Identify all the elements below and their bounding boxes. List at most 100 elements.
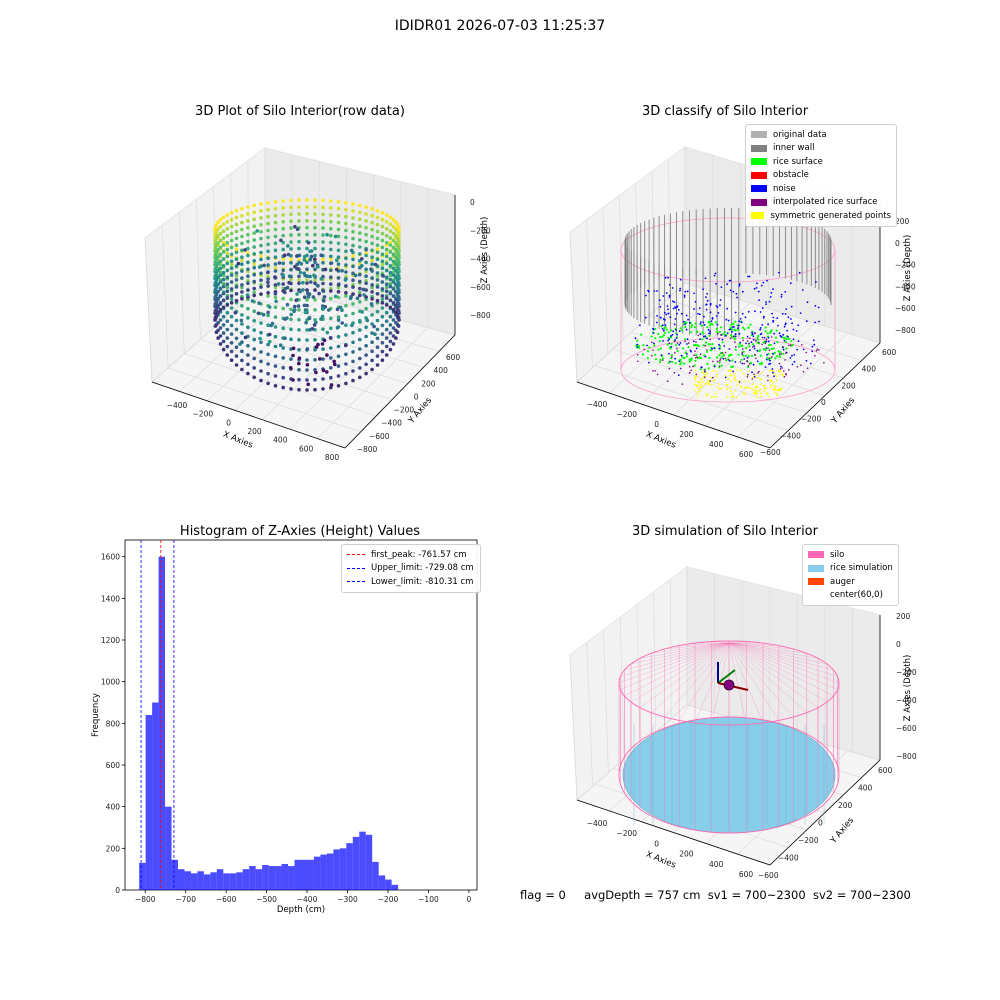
raw-point xyxy=(283,286,288,291)
classify-symmetric-point xyxy=(697,392,700,395)
raw-point xyxy=(229,273,234,277)
raw-point xyxy=(380,280,385,284)
raw-point xyxy=(380,238,385,243)
raw-point xyxy=(313,338,317,342)
raw-point xyxy=(344,291,348,295)
classify-rice-point xyxy=(699,368,702,371)
raw-point xyxy=(288,366,293,370)
classify-symmetric-point xyxy=(701,377,704,380)
raw-point xyxy=(234,250,239,255)
raw-point xyxy=(218,217,223,222)
raw-point xyxy=(306,240,311,245)
raw-point xyxy=(391,266,396,271)
raw-point xyxy=(358,252,362,256)
raw-point xyxy=(221,222,226,226)
raw-point xyxy=(351,340,355,345)
raw-point xyxy=(388,305,393,310)
raw-point xyxy=(291,346,296,351)
raw-point xyxy=(297,308,301,312)
classify-symmetric-point xyxy=(712,370,715,372)
raw-point xyxy=(305,328,309,332)
raw-point xyxy=(287,274,292,279)
raw-y-tick-label: 600 xyxy=(446,353,461,362)
raw-point xyxy=(305,260,309,265)
classify-rice-point xyxy=(688,360,691,363)
raw-point xyxy=(234,363,239,367)
raw-point xyxy=(321,219,325,223)
classify-symmetric-point xyxy=(740,385,743,388)
classify-axis-line xyxy=(769,342,881,449)
raw-point xyxy=(234,229,239,234)
raw-point xyxy=(318,357,322,361)
raw-point xyxy=(262,263,266,268)
raw-point xyxy=(297,258,301,262)
raw-point xyxy=(394,336,398,340)
raw-point xyxy=(313,267,317,272)
classify-rice-point xyxy=(679,327,682,330)
avg-depth-text: avgDepth = 757 cm xyxy=(584,888,701,902)
raw-point xyxy=(308,257,313,261)
raw-point xyxy=(297,356,302,361)
classify-symmetric-point xyxy=(773,384,776,387)
classify-symmetric-point xyxy=(716,376,718,378)
raw-point xyxy=(234,274,239,278)
raw-point xyxy=(252,245,256,249)
raw-point xyxy=(325,353,329,357)
raw-point xyxy=(344,270,348,274)
raw-point xyxy=(391,273,396,277)
classify-symmetric-point xyxy=(768,395,770,398)
raw-point xyxy=(388,270,393,275)
raw-point xyxy=(394,220,398,224)
classify-symmetric-point xyxy=(704,383,707,385)
raw-point xyxy=(329,268,333,273)
classify-rice-point xyxy=(684,325,687,329)
raw-point xyxy=(364,205,368,209)
raw-point xyxy=(273,266,278,270)
raw-x-tick-label: 800 xyxy=(325,453,340,462)
raw-point xyxy=(364,281,368,286)
classify-rice-point xyxy=(666,343,669,346)
raw-point xyxy=(274,299,278,304)
sim-x-tick-label: 0 xyxy=(654,839,659,848)
raw-point xyxy=(325,370,329,374)
classify-symmetric-point xyxy=(776,393,778,395)
classify-rice-point xyxy=(791,343,794,347)
raw-point xyxy=(388,284,393,289)
raw-point xyxy=(229,245,234,250)
classify-rice-point xyxy=(646,350,650,353)
classify-rice-point xyxy=(700,324,703,327)
classify-symmetric-point xyxy=(710,383,713,386)
classify-rice-point xyxy=(661,335,664,338)
legend-label: center(60,0) xyxy=(830,590,883,601)
classify-symmetric-point xyxy=(715,396,718,398)
raw-point xyxy=(221,339,226,344)
raw-point xyxy=(380,259,385,264)
raw-point xyxy=(375,285,380,289)
raw-point xyxy=(325,330,330,335)
raw-point xyxy=(266,362,270,366)
classify-rice-point xyxy=(720,364,724,367)
raw-point xyxy=(305,347,310,351)
raw-point xyxy=(321,205,325,210)
classify-symmetric-point xyxy=(757,377,759,379)
raw-point xyxy=(291,353,295,358)
classify-symmetric-point xyxy=(759,383,762,386)
raw-point xyxy=(328,336,333,340)
raw-point xyxy=(297,338,301,342)
raw-point xyxy=(369,267,373,272)
raw-point xyxy=(283,290,287,295)
classify-rice-point xyxy=(742,354,745,357)
raw-point xyxy=(336,234,341,239)
classify-symmetric-point xyxy=(758,390,761,392)
raw-point xyxy=(336,206,341,211)
classify-symmetric-point xyxy=(772,388,775,391)
classify-rice-point xyxy=(646,357,650,360)
raw-point xyxy=(214,250,219,255)
classify-symmetric-point xyxy=(760,378,763,381)
raw-point xyxy=(285,302,290,307)
raw-point xyxy=(289,198,293,203)
raw-point xyxy=(394,241,398,245)
raw-point xyxy=(364,232,368,237)
classify-grid-line xyxy=(666,299,862,361)
raw-point xyxy=(285,316,289,320)
